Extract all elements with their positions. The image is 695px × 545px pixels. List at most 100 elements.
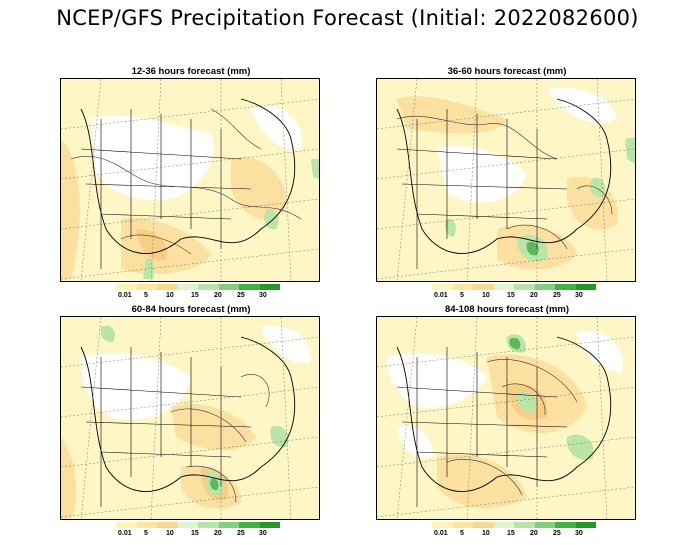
contour-lines: [446, 359, 578, 496]
dkgreen-precip-area: [210, 478, 219, 491]
colorbar-tick-label: 10: [482, 292, 490, 299]
colorbar-swatch: [514, 522, 535, 528]
map-svg: [377, 79, 635, 281]
map-svg: [377, 317, 635, 519]
colorbar-tick-label: 5: [460, 530, 464, 537]
colorbar-tick-label: 5: [144, 292, 148, 299]
colorbar-swatch: [473, 522, 494, 528]
colorbar-labels: 0.01 5 10 15 20 25 30: [422, 292, 612, 302]
colorbar-labels: 0.01 5 10 15 20 25 30: [106, 530, 296, 540]
colorbar-tick-label: 10: [166, 292, 174, 299]
colorbar-tick-label: 20: [530, 292, 538, 299]
green-precip-area: [590, 177, 605, 198]
contour-lines: [70, 108, 302, 255]
precipitation-map: [376, 78, 636, 282]
colorbar-tick-label: 0.01: [434, 530, 448, 537]
figure-title: NCEP/GFS Precipitation Forecast (Initial…: [56, 6, 639, 30]
colorbar-tick-label: 15: [507, 292, 515, 299]
colorbar-swatch: [177, 522, 198, 528]
colorbar-swatch: [239, 284, 260, 290]
green-precip-area: [445, 218, 456, 237]
colorbar-swatch: [157, 522, 178, 528]
lat-lon-grid: [61, 317, 319, 519]
no-precip-area: [251, 106, 302, 150]
colorbar-swatch: [432, 522, 453, 528]
colorbar-swatch: [575, 284, 596, 290]
no-precip-area: [577, 331, 623, 372]
colorbar-tick-label: 20: [214, 292, 222, 299]
colorbar: [432, 522, 596, 528]
colorbar-swatch: [198, 284, 219, 290]
colorbar-swatch: [493, 522, 514, 528]
coastline: [80, 98, 296, 254]
no-precip-area: [91, 115, 214, 201]
colorbar: [116, 522, 280, 528]
colorbar-swatch: [534, 284, 555, 290]
green-precip-area: [311, 159, 319, 179]
green-precip-area: [516, 390, 536, 413]
colorbar-swatch: [218, 284, 239, 290]
colorbar-labels: 0.01 5 10 15 20 25 30: [106, 292, 296, 302]
colorbar: [116, 284, 280, 290]
colorbar-tick-label: 0.01: [118, 292, 132, 299]
colorbar-swatch: [116, 284, 137, 290]
colorbar-tick-label: 25: [553, 530, 561, 537]
green-precip-area: [100, 325, 116, 343]
lat-lon-grid: [61, 79, 319, 281]
panel-title: 12-36 hours forecast (mm): [131, 66, 251, 77]
colorbar-tick-label: 0.01: [434, 292, 448, 299]
no-precip-area: [387, 353, 487, 408]
panel-title: 60-84 hours forecast (mm): [131, 304, 251, 315]
colorbar-swatch: [555, 284, 576, 290]
dkgreen-precip-area: [526, 241, 539, 256]
colorbar-swatch: [218, 522, 239, 528]
precip-area: [397, 96, 507, 134]
colorbar-tick-label: 25: [553, 292, 561, 299]
colorbar-tick-label: 15: [507, 530, 515, 537]
precip-area: [437, 454, 527, 509]
colorbar-tick-label: 15: [191, 530, 199, 537]
colorbar-swatch: [136, 522, 157, 528]
no-precip-area: [81, 353, 191, 420]
colorbar-tick-label: 20: [530, 530, 538, 537]
colorbar-tick-label: 10: [166, 530, 174, 537]
map-svg: [61, 317, 319, 519]
colorbar-swatch: [452, 522, 473, 528]
colorbar-swatch: [198, 522, 219, 528]
colorbar-swatch: [534, 522, 555, 528]
colorbar-swatch: [493, 284, 514, 290]
contour-lines: [396, 115, 613, 250]
precip-area: [171, 403, 256, 451]
colorbar-tick-label: 30: [575, 530, 583, 537]
precip-area: [61, 437, 77, 519]
green-precip-area: [143, 258, 155, 279]
no-precip-area: [261, 326, 311, 363]
no-precip-area: [437, 145, 527, 203]
colorbar-swatch: [575, 522, 596, 528]
colorbar-swatch: [473, 284, 494, 290]
contour-lines: [170, 374, 270, 503]
colorbar-swatch: [514, 284, 535, 290]
coastline: [80, 336, 296, 492]
colorbar-swatch: [555, 522, 576, 528]
precipitation-map: [60, 316, 320, 520]
green-precip-area: [625, 137, 635, 164]
colorbar-swatch: [239, 522, 260, 528]
heavy-precip-area: [136, 228, 167, 261]
colorbar-tick-label: 30: [259, 530, 267, 537]
precip-area: [231, 157, 287, 220]
lat-lon-grid: [377, 317, 635, 519]
green-precip-area: [566, 434, 594, 460]
colorbar-tick-label: 5: [144, 530, 148, 537]
colorbar-tick-label: 0.01: [118, 530, 132, 537]
colorbar-swatch: [259, 522, 280, 528]
precip-area: [567, 176, 618, 230]
map-svg: [61, 79, 319, 281]
colorbar-swatch: [136, 284, 157, 290]
coastline: [396, 98, 612, 254]
colorbar-tick-label: 30: [575, 292, 583, 299]
colorbar-tick-label: 30: [259, 292, 267, 299]
colorbar-swatch: [432, 284, 453, 290]
colorbar-tick-label: 15: [191, 292, 199, 299]
panel-title: 36-60 hours forecast (mm): [447, 66, 567, 77]
